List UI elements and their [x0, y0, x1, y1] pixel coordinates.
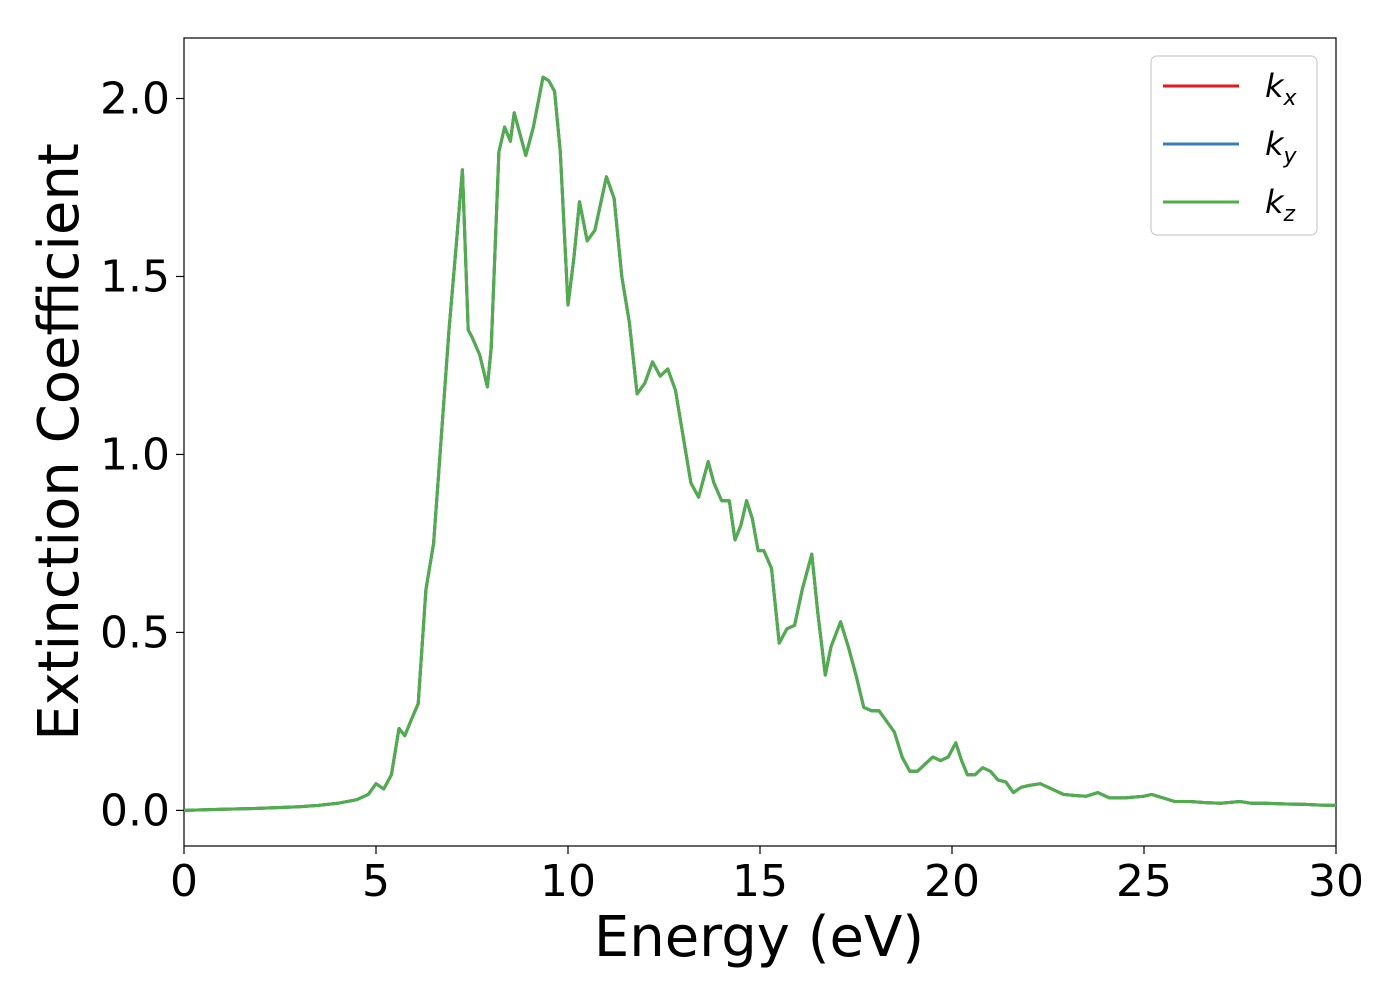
series-line-kz: [184, 75, 1336, 812]
y-axis-title: Extinction Coefficient: [27, 143, 92, 741]
plot-area: [183, 37, 1337, 847]
x-tick-label: 15: [732, 856, 788, 907]
x-tick-label: 10: [540, 856, 596, 907]
x-tick-label: 0: [170, 856, 198, 907]
legend: kx ky kz: [1150, 55, 1318, 236]
legend-label-ky: ky: [1265, 125, 1298, 169]
x-tick-label: 25: [1116, 856, 1172, 907]
y-tick-label: 1.5: [100, 251, 170, 302]
y-tick-label: 0.5: [100, 607, 170, 658]
y-tick-label: 0.0: [100, 785, 170, 836]
series-layer: [184, 75, 1336, 812]
x-tick-label: 20: [924, 856, 980, 907]
legend-label-kz: kz: [1265, 183, 1296, 227]
axes-layer: 0 5 10 15 20 25 30 0.0 0.5 1.0 1.5 2.0: [100, 74, 1364, 907]
y-tick-label: 2.0: [100, 74, 170, 125]
x-axis-title: Energy (eV): [594, 905, 924, 970]
legend-label-kx: kx: [1265, 67, 1298, 111]
y-tick-label: 1.0: [100, 429, 170, 480]
x-tick-label: 5: [362, 856, 390, 907]
plot-frame: [183, 37, 1337, 847]
x-tick-label: 30: [1308, 856, 1364, 907]
